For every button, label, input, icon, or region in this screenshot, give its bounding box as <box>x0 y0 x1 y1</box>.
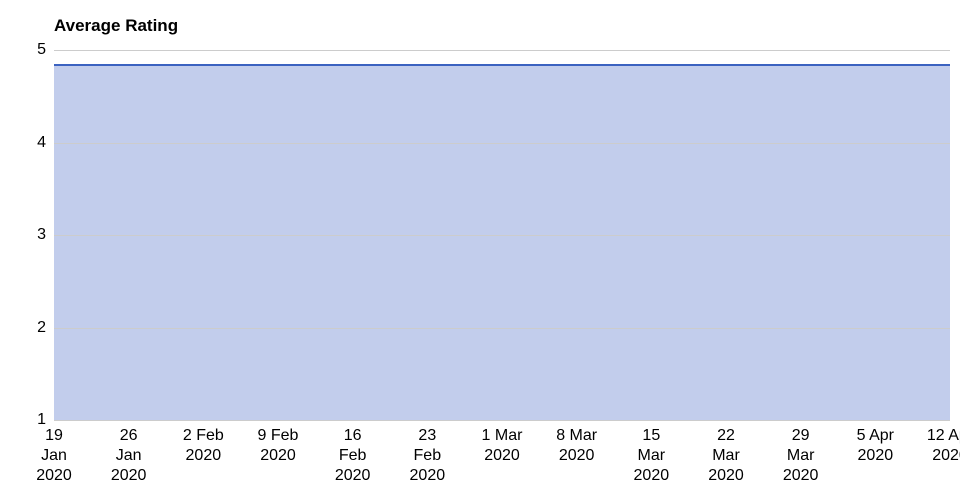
x-axis-label: 29 Mar 2020 <box>766 426 836 486</box>
x-axis-label: 5 Apr 2020 <box>840 426 910 466</box>
gridline <box>54 50 950 51</box>
gridline <box>54 235 950 236</box>
plot-area <box>54 50 950 420</box>
gridline <box>54 143 950 144</box>
y-axis-label: 5 <box>24 41 46 59</box>
x-axis-label: 9 Feb 2020 <box>243 426 313 466</box>
gridline <box>54 328 950 329</box>
x-axis-label: 19 Jan 2020 <box>19 426 89 486</box>
y-axis-label: 2 <box>24 319 46 337</box>
x-axis-label: 26 Jan 2020 <box>94 426 164 486</box>
gridline <box>54 420 950 421</box>
x-axis-label: 12 Apr 2020 <box>915 426 960 466</box>
x-axis-label: 2 Feb 2020 <box>168 426 238 466</box>
y-axis-label: 3 <box>24 226 46 244</box>
chart-container: { "chart": { "type": "area", "title": "A… <box>0 0 960 503</box>
x-axis-label: 22 Mar 2020 <box>691 426 761 486</box>
x-axis-label: 15 Mar 2020 <box>616 426 686 486</box>
x-axis-label: 23 Feb 2020 <box>392 426 462 486</box>
x-axis-label: 1 Mar 2020 <box>467 426 537 466</box>
chart-title: Average Rating <box>54 16 178 36</box>
y-axis-label: 4 <box>24 134 46 152</box>
x-axis-label: 8 Mar 2020 <box>542 426 612 466</box>
x-axis-label: 16 Feb 2020 <box>318 426 388 486</box>
series-line <box>54 64 950 66</box>
area-fill <box>54 65 950 420</box>
